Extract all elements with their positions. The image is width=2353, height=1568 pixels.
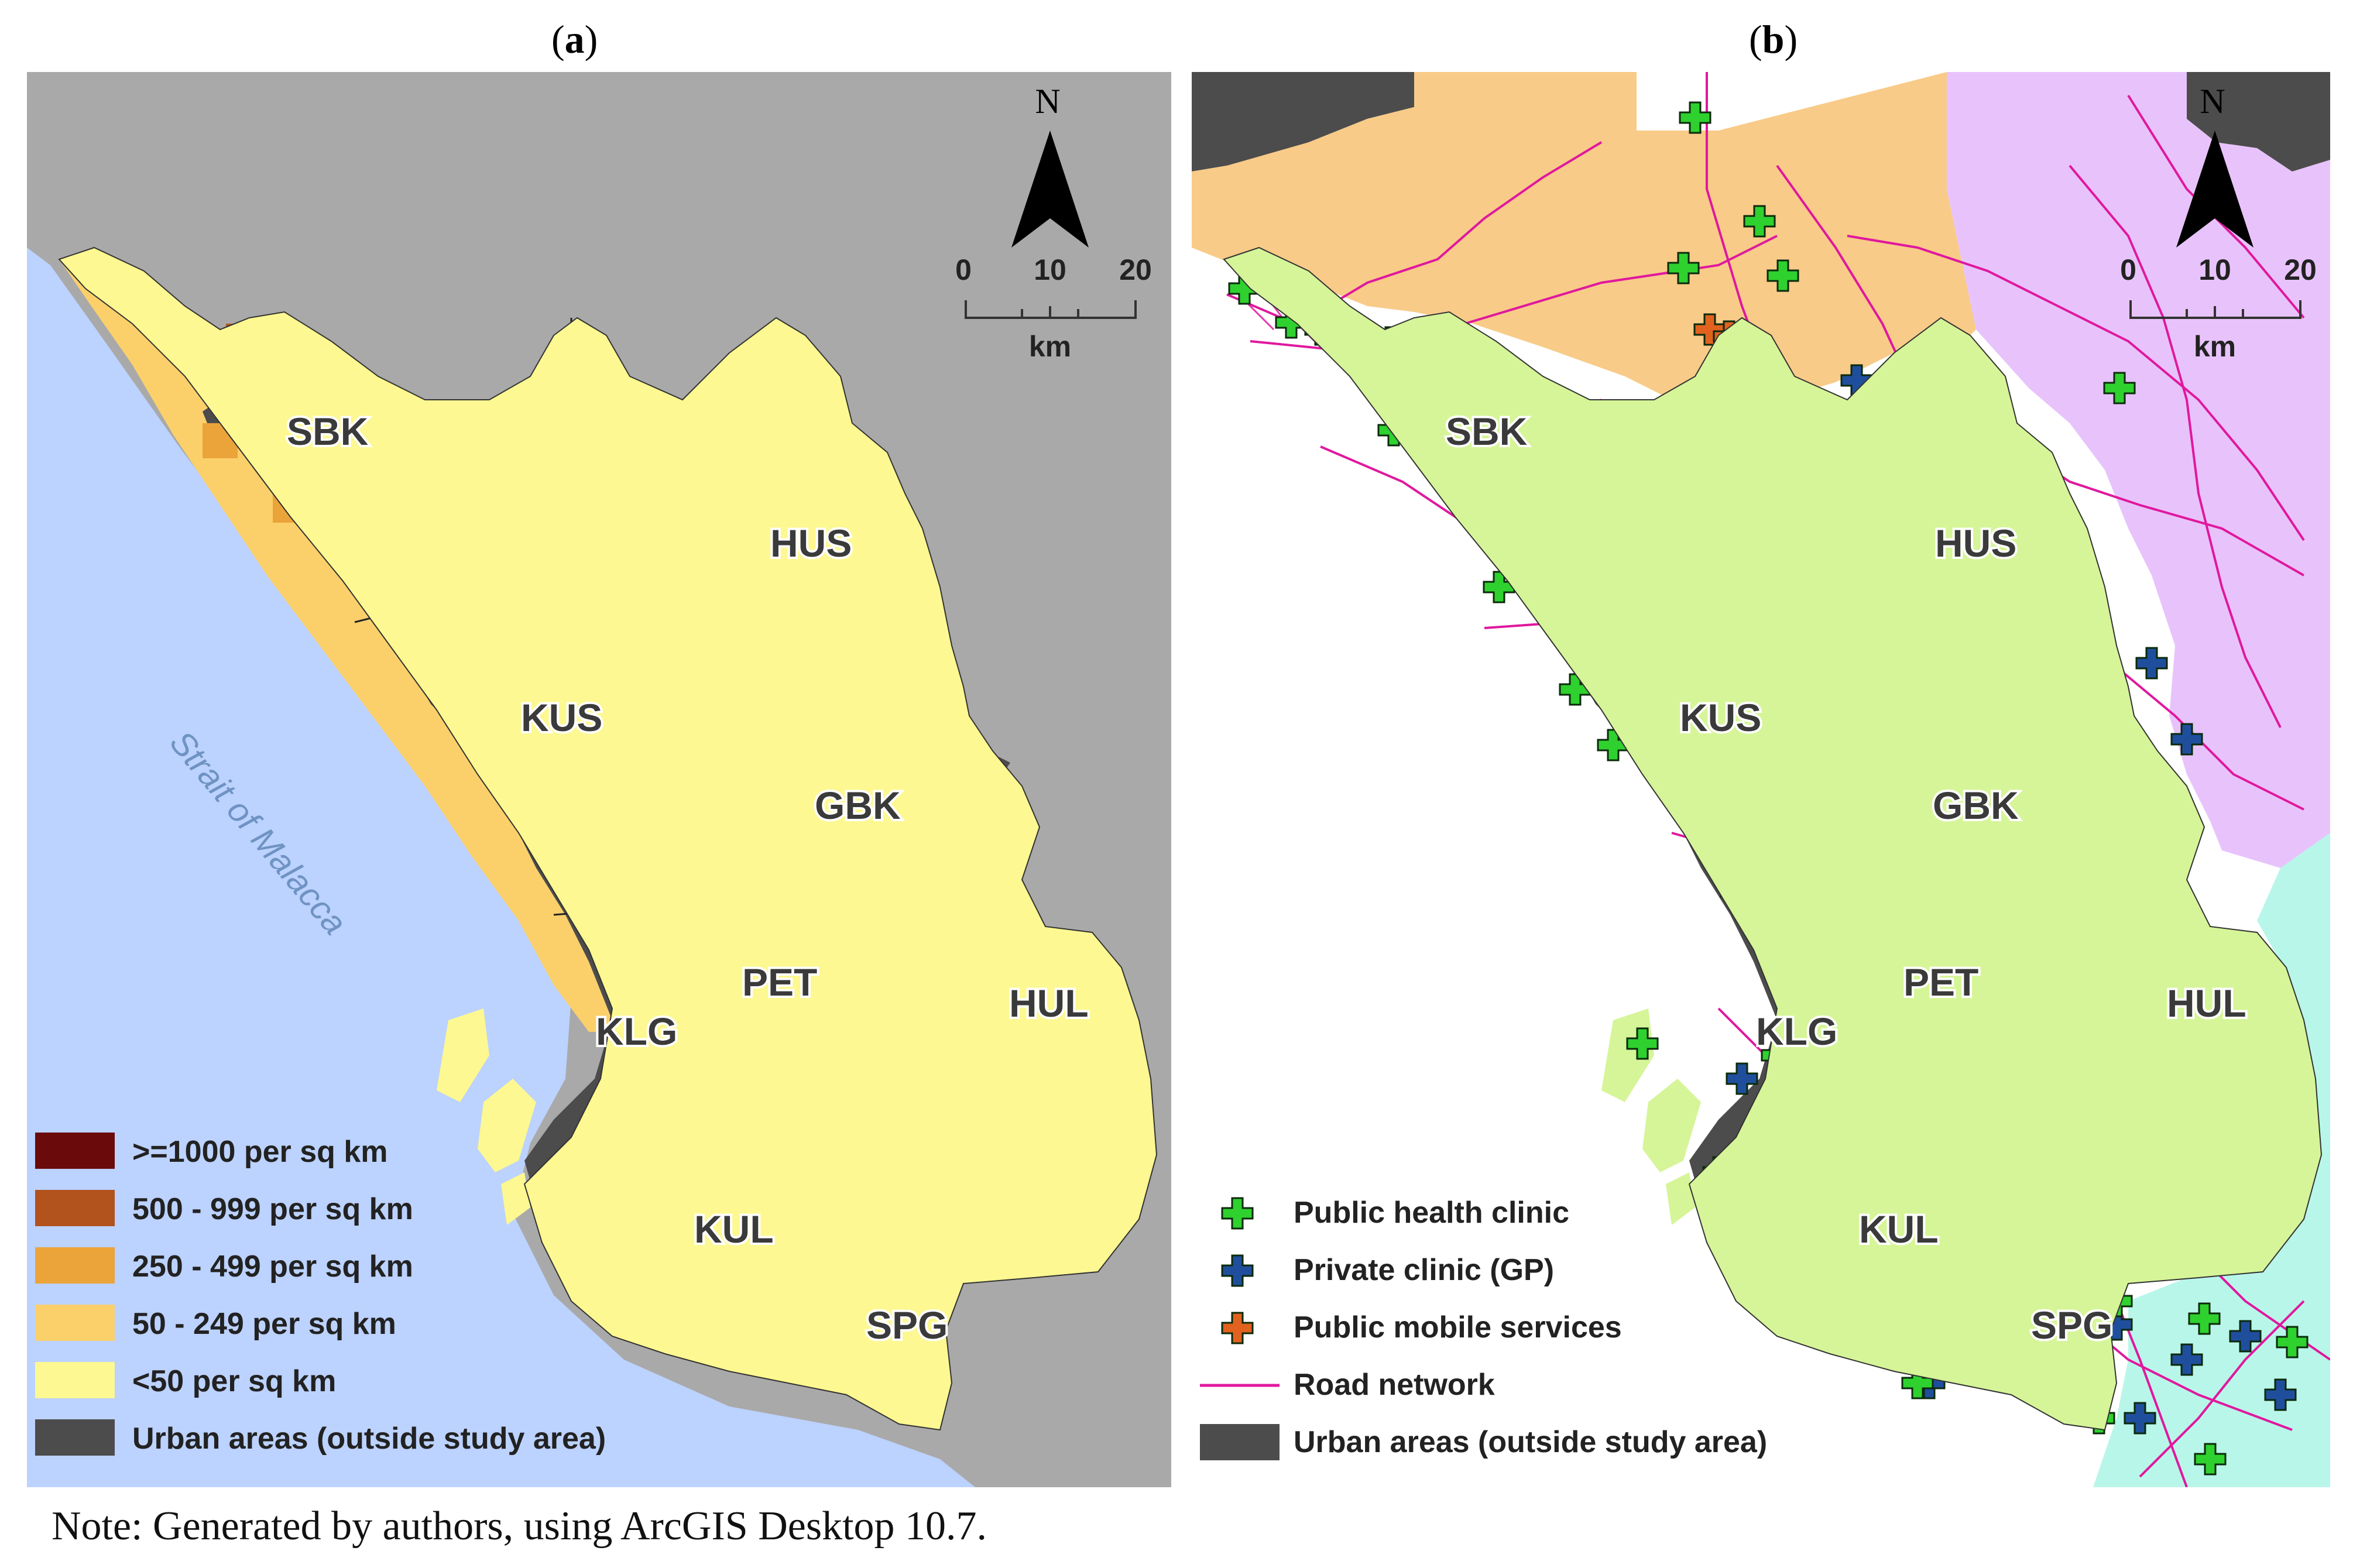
scale-unit: km — [2194, 330, 2236, 363]
scale-label-0: 0 — [955, 253, 972, 286]
district-label-gbk: GBK — [1933, 784, 2019, 827]
island — [1666, 1172, 1695, 1225]
legend-label: Public mobile services — [1294, 1310, 1622, 1344]
legend-label: Public health clinic — [1294, 1196, 1569, 1230]
scale-bar: 0 10 20 km — [955, 253, 1152, 363]
legend-swatch — [35, 1133, 115, 1169]
legend-label: Private clinic (GP) — [1294, 1253, 1554, 1287]
legend-swatch — [35, 1190, 115, 1226]
legend-swatch — [35, 1305, 115, 1341]
population-density-map: Strait of Malacca SBK HUS KUS GBK PET HU… — [27, 72, 1171, 1487]
legend-swatch — [35, 1419, 115, 1456]
district-labels: SBK HUS KUS GBK PET HUL KLG KUL SPG — [1443, 407, 2249, 1349]
panel-b-title: (b) — [1749, 17, 1798, 61]
district-label-kus: KUS — [521, 696, 602, 739]
district-label-kus: KUS — [1680, 696, 1761, 739]
north-arrow-icon — [2176, 131, 2253, 248]
legend: >=1000 per sq km 500 - 999 per sq km 250… — [35, 1133, 606, 1456]
panel-a-title: (a) — [551, 17, 598, 61]
scale-label-0: 0 — [2120, 253, 2136, 286]
north-arrow-icon — [1011, 131, 1089, 248]
outside-land-ne — [2187, 72, 2330, 171]
district-label-klg: KLG — [1756, 1010, 1837, 1053]
scale-label-20: 20 — [2284, 253, 2317, 286]
scale-unit: km — [1029, 330, 1071, 363]
legend-label: 500 - 999 per sq km — [132, 1192, 413, 1226]
district-label-hul: HUL — [1009, 982, 1089, 1025]
district-label-hus: HUS — [1935, 521, 2016, 565]
legend-swatch — [1200, 1424, 1280, 1460]
scale-bar: 0 10 20 km — [2120, 253, 2317, 363]
island — [437, 1008, 489, 1102]
district-label-hul: HUL — [2167, 982, 2246, 1025]
district-label-sbk: SBK — [1446, 410, 1528, 453]
legend: Public health clinic Private clinic (GP)… — [1200, 1196, 1767, 1460]
district-label-kul: KUL — [694, 1207, 774, 1251]
legend-label: <50 per sq km — [132, 1364, 336, 1398]
sea-area — [27, 248, 975, 1487]
north-arrow: N — [2176, 82, 2253, 248]
legend-label: Urban areas (outside study area) — [132, 1422, 606, 1456]
figure-note: Note: Generated by authors, using ArcGIS… — [52, 1504, 987, 1549]
scale-label-10: 10 — [1034, 253, 1066, 286]
scale-label-20: 20 — [1119, 253, 1152, 286]
district-labels: SBK HUS KUS GBK PET HUL KLG KUL SPG — [284, 407, 1091, 1349]
scale-label-10: 10 — [2198, 253, 2231, 286]
district-label-pet: PET — [1903, 960, 1978, 1004]
neighbor-region-southeast — [2093, 833, 2330, 1487]
clinic-location-map: SBK HUS KUS GBK PET HUL KLG KUL SPG N 0 … — [1192, 72, 2330, 1487]
district-label-hus: HUS — [770, 521, 852, 565]
island — [478, 1079, 536, 1172]
north-label: N — [2200, 82, 2225, 121]
district-label-klg: KLG — [596, 1010, 677, 1053]
district-label-spg: SPG — [866, 1303, 948, 1347]
district-label-kul: KUL — [1859, 1207, 1939, 1251]
legend-label: 50 - 249 per sq km — [132, 1307, 396, 1341]
coastal-belt — [59, 248, 618, 1032]
district-label-gbk: GBK — [815, 784, 901, 827]
legend-label: Urban areas (outside study area) — [1294, 1425, 1767, 1459]
neighbor-region-east — [1947, 72, 2330, 868]
legend-label: 250 - 499 per sq km — [132, 1250, 413, 1284]
district-label-spg: SPG — [2031, 1303, 2112, 1347]
outside-land — [1192, 72, 1414, 171]
island — [501, 1172, 530, 1225]
north-label: N — [1035, 82, 1060, 121]
island — [1642, 1079, 1701, 1172]
legend-swatch — [35, 1247, 115, 1284]
north-arrow: N — [1011, 82, 1089, 248]
district-label-sbk: SBK — [287, 410, 369, 453]
legend-label: >=1000 per sq km — [132, 1135, 388, 1169]
neighbor-region-north — [1192, 72, 1976, 400]
legend-swatch — [35, 1362, 115, 1398]
legend-label: Road network — [1294, 1368, 1495, 1402]
district-label-pet: PET — [742, 960, 817, 1004]
